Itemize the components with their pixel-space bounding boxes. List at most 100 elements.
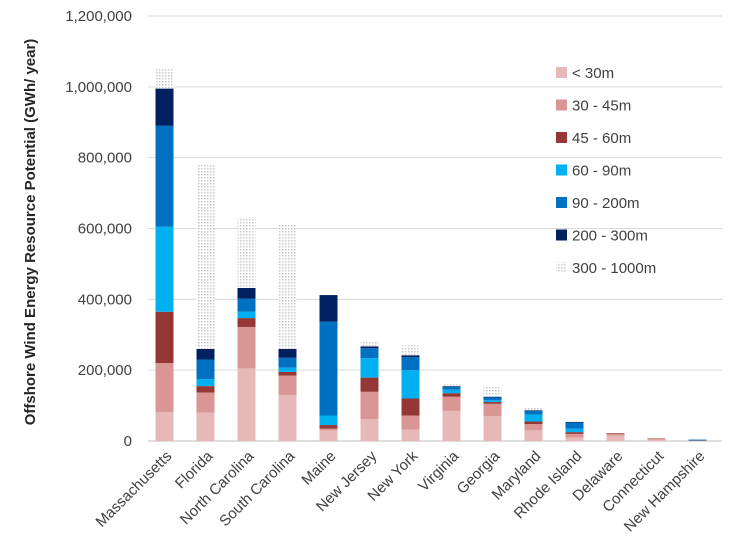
bar-segment-georgia-4 [483,397,502,401]
legend-swatch [556,164,567,176]
bar-segment-south-carolina-6 [278,224,297,349]
y-tick-label: 1,000,000 [65,79,132,96]
bar-segment-massachusetts-1 [155,363,174,412]
bar-segment-florida-4 [196,359,215,380]
y-tick-label: 800,000 [78,150,132,167]
y-tick-label: 0 [124,433,132,450]
bar-segment-georgia-0 [483,416,502,441]
legend-swatch [556,67,567,78]
bar-segment-new-hampshire-4 [688,439,707,441]
y-axis-title: Offshore Wind Energy Resource Potential … [22,39,39,426]
bar-segment-virginia-0 [442,410,461,441]
bar-segment-rhode-island-2 [565,432,584,434]
bar-segment-new-jersey-5 [360,346,379,349]
bar-segment-massachusetts-5 [155,88,174,126]
bar-segment-connecticut-2 [647,438,666,440]
bar-segment-massachusetts-3 [155,226,174,312]
bar-segment-new-york-2 [401,398,420,416]
y-tick-label: 400,000 [78,291,132,308]
bar-segment-massachusetts-6 [155,67,174,89]
bar-segment-florida-2 [196,386,215,393]
bar-segment-rhode-island-1 [565,433,584,438]
y-tick-label: 200,000 [78,362,132,379]
bar-segment-georgia-2 [483,402,502,404]
legend: < 30m 30 - 45m 45 - 60m 60 - 90m 90 - 200m 20… [556,65,656,277]
bar-segment-maine-4 [319,321,338,416]
legend-swatch [556,197,567,208]
x-tick-label: Massachusetts [93,448,176,531]
bar-segment-new-york-3 [401,370,420,399]
bar-segment-new-jersey-6 [360,341,379,347]
bar-segment-connecticut-1 [647,438,666,440]
bar-segment-new-hampshire-2 [688,440,707,441]
bar-segment-florida-0 [196,412,215,441]
bar-segment-north-carolina-1 [237,326,256,369]
bar-segment-maryland-5 [524,410,543,411]
bar-segment-georgia-1 [483,403,502,417]
bar-segment-maine-3 [319,415,338,426]
bar-segment-south-carolina-5 [278,348,297,358]
legend-swatch [556,99,567,111]
bar-segment-delaware-2 [606,433,625,434]
bar-segment-maryland-1 [524,424,543,431]
bar-segment-florida-1 [196,392,215,413]
legend-label: 60 - 90m [572,163,631,180]
bar-segment-north-carolina-2 [237,318,256,327]
bar-segment-south-carolina-1 [278,375,297,395]
bar-segment-rhode-island-0 [565,437,584,441]
bar-segment-new-jersey-3 [360,358,379,378]
bar-segment-north-carolina-5 [237,288,256,299]
bar-segment-delaware-0 [606,435,625,441]
bar-segment-north-carolina-0 [237,368,256,441]
bar-segment-new-jersey-4 [360,348,379,359]
legend-swatch [556,262,567,273]
bar-segment-north-carolina-6 [237,217,256,288]
bar-segment-south-carolina-4 [278,357,297,368]
bar-segment-new-york-6 [401,345,420,356]
bar-segment-florida-3 [196,379,215,387]
bar-segment-virginia-4 [442,386,461,390]
legend-label: 300 - 1000m [572,260,656,277]
legend-label: < 30m [572,65,614,82]
bar-segment-new-york-5 [401,355,420,358]
bar-segment-new-jersey-0 [360,419,379,441]
bar-segment-maine-2 [319,425,338,429]
legend-label: 200 - 300m [572,228,648,245]
legend-swatch [556,132,567,143]
bar-segment-virginia-1 [442,396,461,411]
bar-segment-connecticut-0 [647,439,666,441]
legend-label: 90 - 200m [572,195,640,212]
bar-segment-rhode-island-3 [565,428,584,433]
legend-label: 45 - 60m [572,130,631,147]
bar-segment-new-hampshire-3 [688,439,707,441]
bars [155,67,707,442]
bar-segment-maryland-6 [524,406,543,411]
bar-segment-maryland-2 [524,421,543,424]
bar-segment-massachusetts-2 [155,311,174,364]
bar-segment-south-carolina-0 [278,394,297,441]
bar-segment-massachusetts-4 [155,125,174,227]
bar-segment-maryland-4 [524,410,543,415]
legend-swatch [556,229,567,241]
bar-segment-florida-6 [196,164,215,349]
bar-segment-south-carolina-3 [278,367,297,372]
bar-segment-delaware-1 [606,433,625,436]
bar-segment-rhode-island-5 [565,421,584,423]
bar-segment-new-jersey-2 [360,377,379,392]
bar-segment-rhode-island-4 [565,422,584,429]
bar-segment-virginia-2 [442,393,461,397]
bar-segment-new-york-4 [401,357,420,371]
legend-label: 30 - 45m [572,98,631,115]
bar-segment-maine-0 [319,430,338,441]
bar-segment-georgia-5 [483,396,502,398]
bar-segment-virginia-6 [442,384,461,387]
bar-segment-florida-5 [196,348,215,360]
bar-segment-maine-5 [319,295,338,322]
bar-segment-massachusetts-0 [155,411,174,441]
bar-segment-virginia-5 [442,386,461,387]
bar-segment-new-jersey-1 [360,391,379,420]
bar-segment-maryland-0 [524,430,543,441]
y-axis-tick-labels: 0 200,000 400,000 600,000 800,000 1,000,000 1,… [65,8,132,450]
